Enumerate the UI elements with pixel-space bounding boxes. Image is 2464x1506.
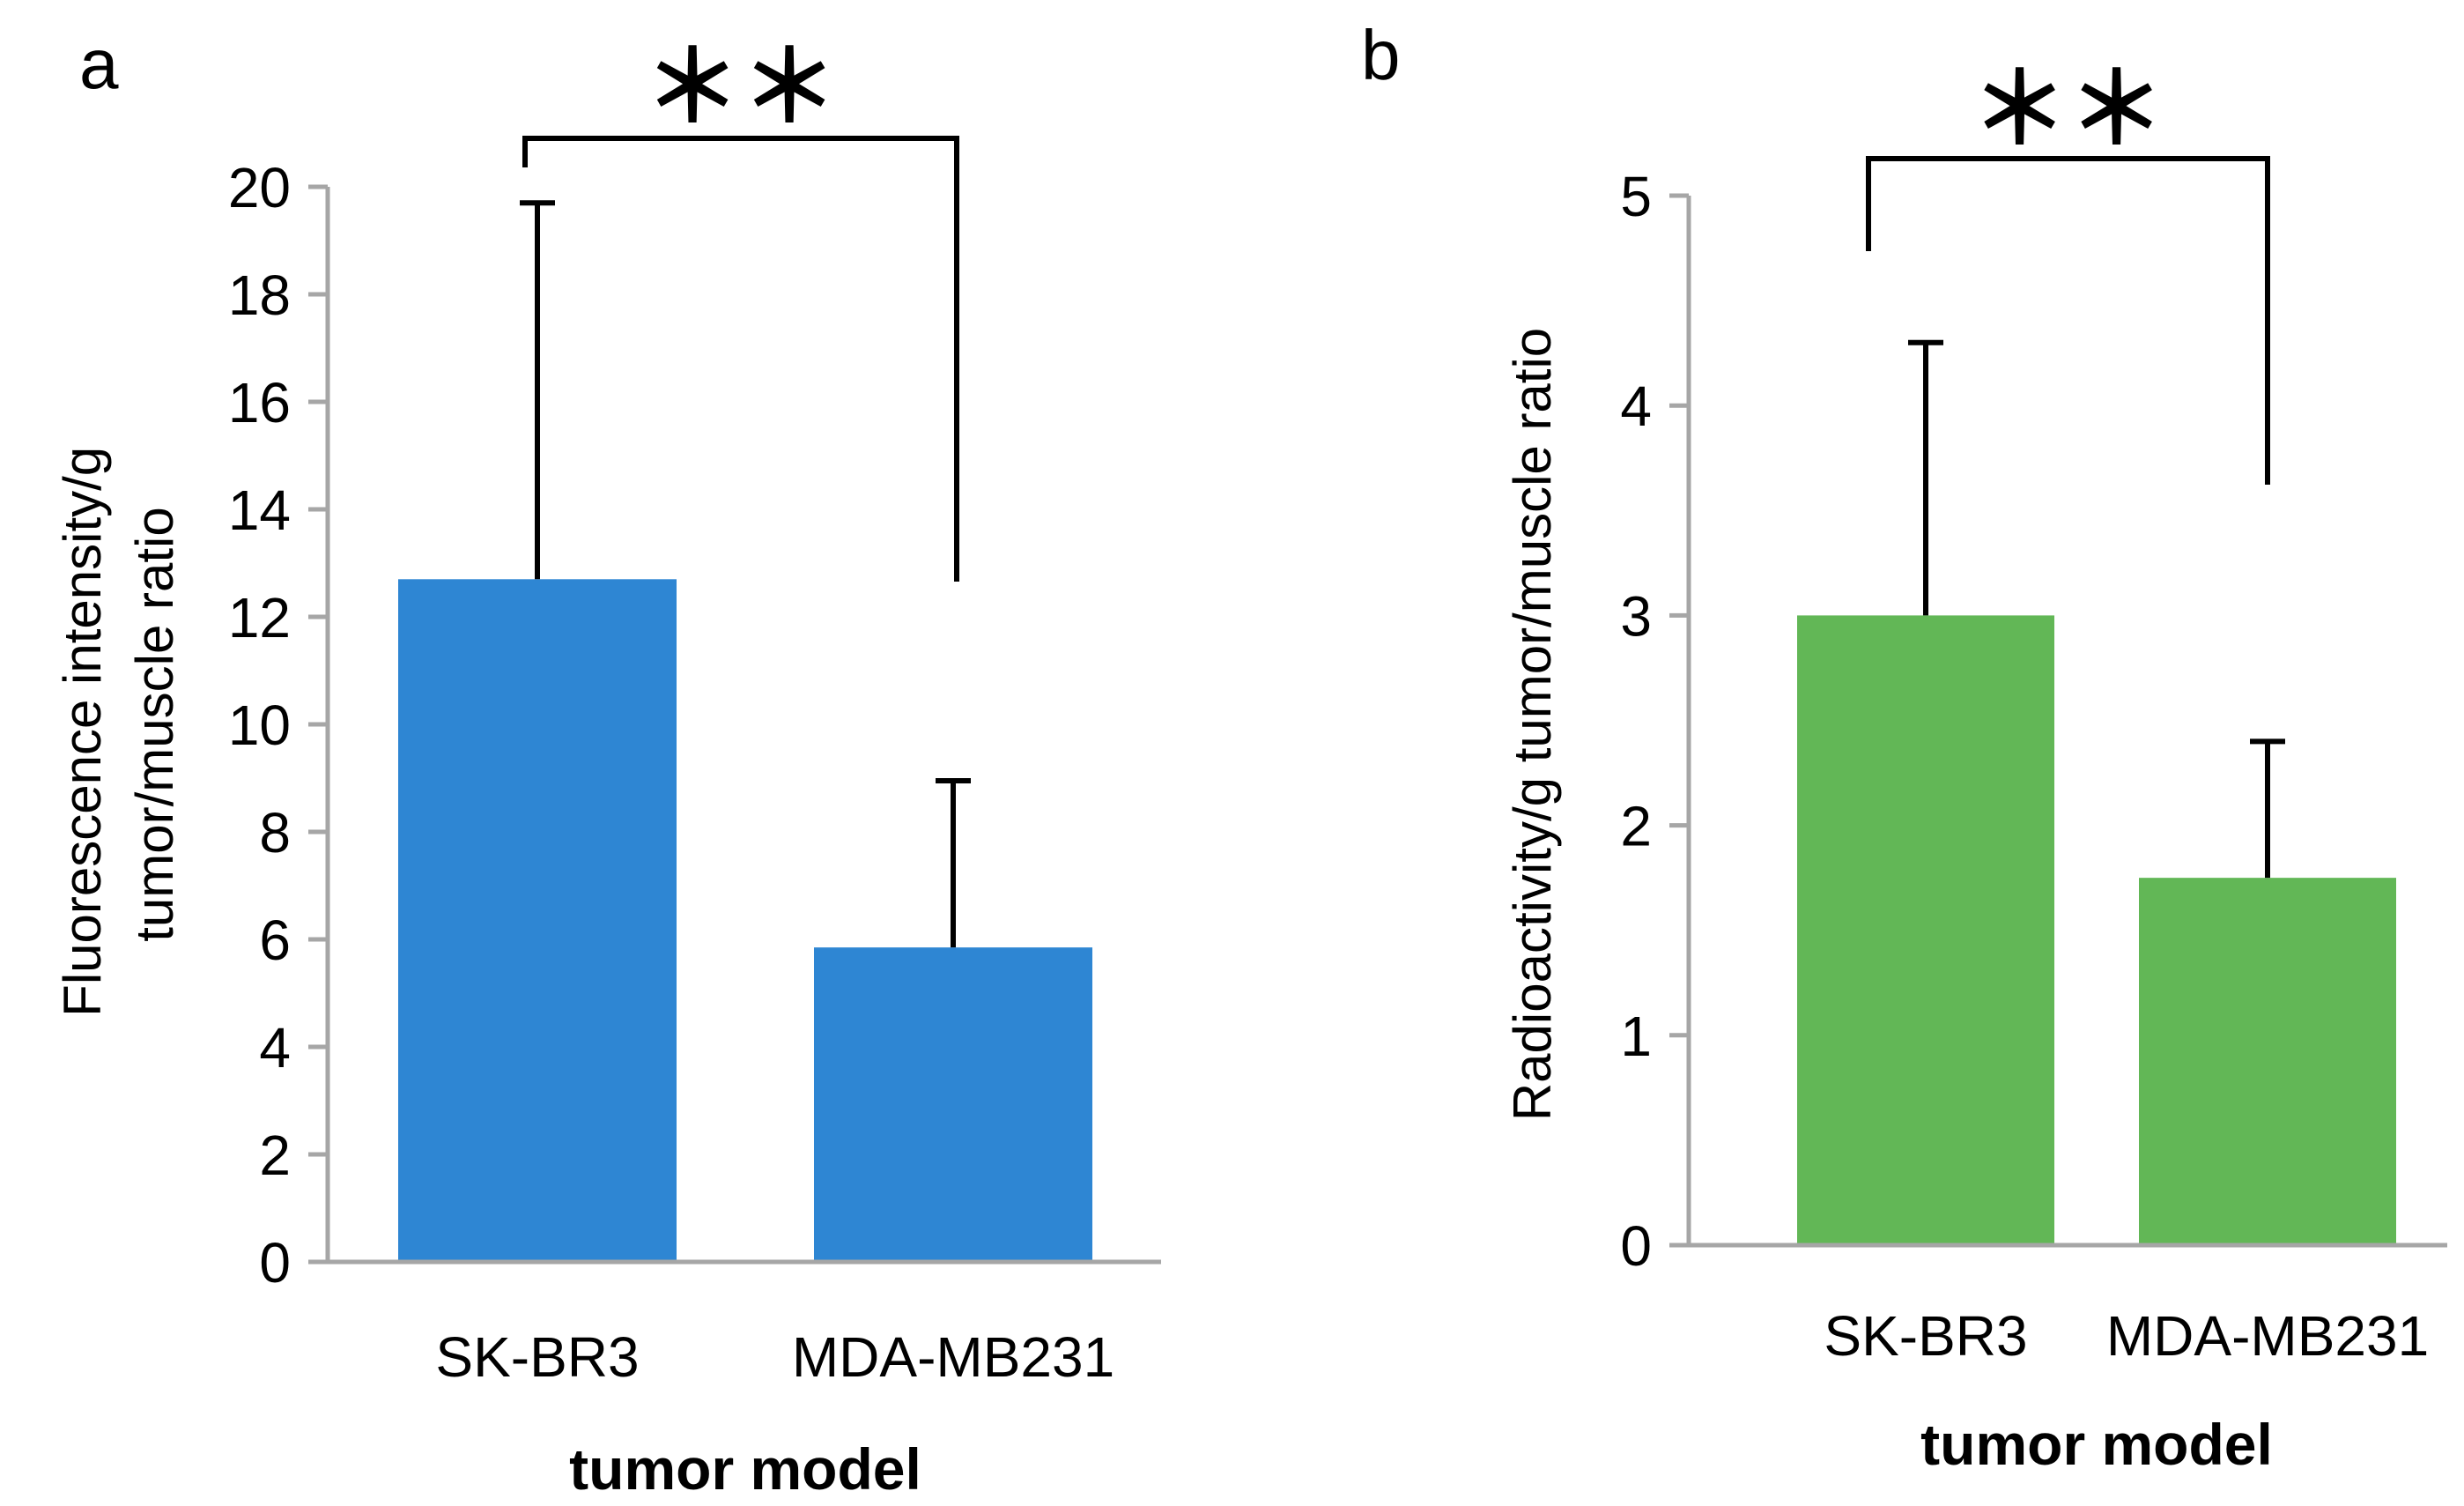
panel-label-b: b <box>1361 16 1401 94</box>
x-categories-b: SK-BR3 MDA-MB231 <box>1824 1304 2429 1368</box>
bars-b <box>1797 615 2396 1245</box>
bar <box>2139 878 2396 1245</box>
bar <box>398 579 677 1262</box>
y-axis-label-a: Fluorescence intensity/g tumor/muscle ra… <box>53 432 184 1017</box>
bars-a <box>398 579 1092 1262</box>
x-category-label: MDA-MB231 <box>2106 1304 2429 1368</box>
y-axis-label-b: Radioactivity/g tumor/muscle ratio <box>1503 328 1562 1121</box>
chart-panel-a: a 0 2 4 6 8 10 12 14 16 18 20 SK-BR3 MDA-MB231 ＊＊ t… <box>53 25 1161 1502</box>
x-category-label: MDA-MB231 <box>792 1325 1114 1389</box>
y-tick-label: 2 <box>1620 795 1652 858</box>
error-bars-b <box>1908 339 2285 879</box>
y-tick-label: 2 <box>259 1124 291 1187</box>
x-axis-label-a: tumor model <box>569 1436 921 1502</box>
y-tick-label: 18 <box>228 263 291 327</box>
significance-label-b: ＊＊ <box>1972 56 2165 164</box>
x-category-label: SK-BR3 <box>1824 1304 2027 1368</box>
y-axis-label-a-line2: tumor/muscle ratio <box>125 507 184 941</box>
error-bars-a <box>520 200 971 948</box>
y-tick-label: 16 <box>228 371 291 434</box>
y-tick-label: 4 <box>259 1016 291 1079</box>
x-category-label: SK-BR3 <box>435 1325 639 1389</box>
y-tick-label: 0 <box>259 1231 291 1295</box>
y-ticks-b: 0 1 2 3 4 5 <box>1620 165 1689 1278</box>
significance-bracket-b <box>1866 156 2270 485</box>
panel-label-a: a <box>79 25 119 103</box>
y-tick-label: 8 <box>259 801 291 864</box>
significance-bracket-a <box>522 136 959 582</box>
x-axis-label-b: tumor model <box>1920 1412 2273 1477</box>
bar <box>814 947 1092 1262</box>
x-categories-a: SK-BR3 MDA-MB231 <box>435 1325 1114 1389</box>
y-tick-label: 20 <box>228 156 291 219</box>
y-tick-label: 1 <box>1620 1005 1652 1068</box>
significance-label-a: ＊＊ <box>644 33 838 142</box>
y-ticks-a: 0 2 4 6 8 10 12 14 16 18 20 <box>228 156 328 1295</box>
bar <box>1797 615 2054 1245</box>
y-tick-label: 12 <box>228 586 291 649</box>
y-tick-label: 10 <box>228 694 291 757</box>
y-tick-label: 3 <box>1620 584 1652 648</box>
y-tick-label: 6 <box>259 909 291 972</box>
y-tick-label: 14 <box>228 479 291 542</box>
y-axis-label-b-line1: Radioactivity/g tumor/muscle ratio <box>1503 328 1562 1121</box>
y-axis-label-a-line1: Fluorescence intensity/g <box>53 447 112 1017</box>
y-tick-label: 0 <box>1620 1214 1652 1278</box>
y-tick-label: 4 <box>1620 375 1652 438</box>
y-tick-label: 5 <box>1620 165 1652 228</box>
